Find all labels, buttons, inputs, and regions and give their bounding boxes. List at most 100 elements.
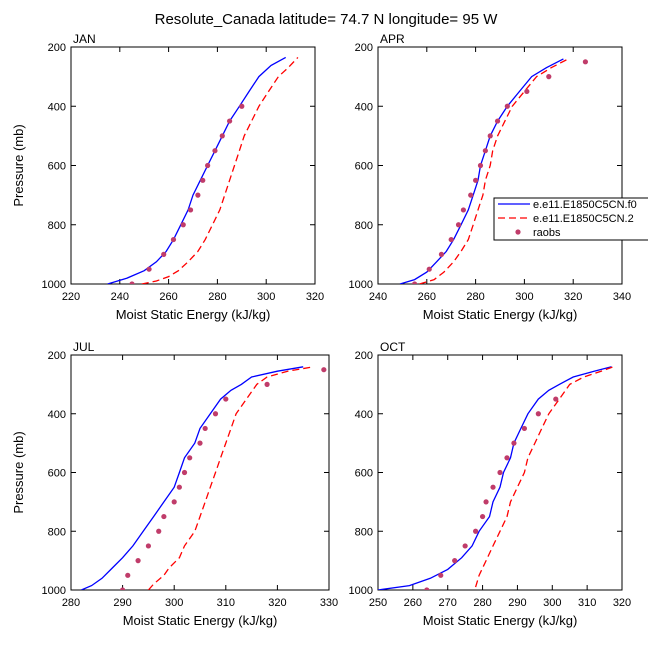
raobs-point: [180, 222, 186, 228]
plot-frame: [70, 354, 330, 591]
series-group: [81, 366, 327, 590]
raobs-point: [171, 499, 177, 505]
y-tick-label: 1000: [42, 585, 66, 597]
y-tick-label: 200: [48, 350, 66, 362]
x-tick-label: 270: [439, 597, 457, 609]
raobs-point: [455, 222, 462, 228]
raobs-point: [460, 207, 466, 213]
raobs-point: [479, 513, 486, 520]
panel-oct: 250 260 270 280 290 300 310 320 200 400 600 800 1000…: [349, 340, 632, 628]
raobs-point: [438, 572, 444, 578]
raobs-point: [452, 558, 458, 564]
y-tick-label: 400: [355, 409, 373, 421]
legend-label-model_b: e.e11.E1850C5CN.2: [533, 213, 634, 225]
raobs-point: [483, 499, 489, 505]
y-tick-label: 800: [355, 526, 373, 538]
y-tick-label: 200: [355, 350, 373, 362]
raobs-point: [125, 572, 131, 578]
x-tick-label: 300: [165, 597, 183, 609]
x-tick-label: 320: [564, 291, 582, 303]
panel-apr: 240 260 280 300 320 340 200 400 600 800 1000 APR Moi…: [349, 32, 632, 322]
raobs-point: [170, 236, 177, 243]
model_b-line: [141, 56, 299, 284]
raobs-point: [504, 455, 510, 461]
x-axis-label: Moist Static Energy (kJ/kg): [423, 613, 578, 628]
x-axis-label: Moist Static Energy (kJ/kg): [423, 307, 578, 322]
legend-label-model_a: e.e11.E1850C5CN.f0: [533, 199, 637, 211]
raobs-point: [156, 528, 162, 534]
raobs-point: [187, 207, 194, 213]
raobs-point: [521, 425, 528, 432]
y-axis-label: Pressure (mb): [11, 431, 26, 513]
model_b-line: [419, 58, 569, 284]
x-tick-label: 330: [320, 597, 338, 609]
y-tick-label: 400: [48, 101, 66, 113]
raobs-point: [135, 558, 141, 564]
x-tick-label: 320: [613, 597, 631, 609]
y-tick-label: 600: [48, 161, 66, 173]
raobs-point: [424, 587, 430, 590]
x-tick-label: 240: [369, 291, 387, 303]
legend-label-raobs: raobs: [533, 227, 561, 239]
raobs-point: [181, 469, 188, 476]
y-tick-label: 600: [48, 468, 66, 480]
raobs-point: [511, 440, 517, 446]
raobs-point: [473, 177, 479, 183]
y-tick-label: 200: [355, 42, 373, 54]
y-tick-label: 400: [355, 101, 373, 113]
raobs-point: [239, 103, 245, 109]
raobs-point: [129, 281, 135, 284]
raobs-point: [438, 251, 445, 257]
panels-container: 220 240 260 280 300 320 200 400 600 800 1000 JAN Moi…: [11, 32, 648, 628]
raobs-point: [546, 74, 552, 80]
raobs-point: [504, 103, 510, 109]
series-group: [378, 365, 616, 590]
raobs-point: [321, 367, 327, 373]
x-tick-label: 320: [306, 291, 324, 303]
raobs-point: [212, 148, 218, 154]
raobs-point: [497, 469, 503, 476]
x-tick-label: 280: [208, 291, 226, 303]
raobs-point: [161, 251, 167, 257]
y-axis-label: Pressure (mb): [11, 124, 26, 206]
raobs-point: [200, 177, 206, 183]
raobs-point: [535, 411, 541, 417]
raobs-point: [448, 236, 454, 243]
raobs-point: [146, 266, 152, 272]
x-tick-label: 240: [111, 291, 129, 303]
y-tick-label: 1000: [349, 279, 373, 291]
raobs-point: [473, 528, 479, 534]
panel-label: JUL: [73, 340, 95, 354]
raobs-point: [524, 88, 530, 95]
x-tick-label: 260: [418, 291, 436, 303]
panel-label: OCT: [380, 340, 406, 354]
raobs-point: [227, 118, 233, 124]
model_b-line: [147, 366, 314, 590]
raobs-point: [212, 411, 219, 417]
panel-jan: 220 240 260 280 300 320 200 400 600 800 1000 JAN Moi…: [11, 32, 324, 322]
raobs-point: [205, 162, 211, 169]
y-tick-label: 1000: [349, 585, 373, 597]
panel-jul: 280 290 300 310 320 330 200 400 600 800 1000 JUL Moi…: [11, 340, 338, 628]
x-axis-label: Moist Static Energy (kJ/kg): [116, 307, 271, 322]
x-tick-label: 300: [543, 597, 561, 609]
raobs-point: [494, 118, 501, 124]
x-tick-label: 310: [578, 597, 596, 609]
legend-marker-raobs: [515, 229, 521, 235]
raobs-point: [195, 192, 201, 198]
raobs-point: [202, 425, 208, 432]
y-tick-label: 800: [48, 526, 66, 538]
x-axis-label: Moist Static Energy (kJ/kg): [123, 613, 278, 628]
series-group: [399, 58, 589, 284]
x-tick-label: 290: [508, 597, 526, 609]
raobs-point: [219, 133, 225, 139]
raobs-point: [161, 513, 167, 520]
x-tick-label: 320: [268, 597, 286, 609]
x-tick-label: 280: [62, 597, 80, 609]
y-tick-label: 400: [48, 409, 66, 421]
legend: e.e11.E1850C5CN.f0 e.e11.E1850C5CN.2 raobs: [493, 197, 648, 241]
raobs-point: [120, 587, 126, 590]
x-tick-label: 310: [217, 597, 235, 609]
raobs-point: [482, 148, 488, 154]
